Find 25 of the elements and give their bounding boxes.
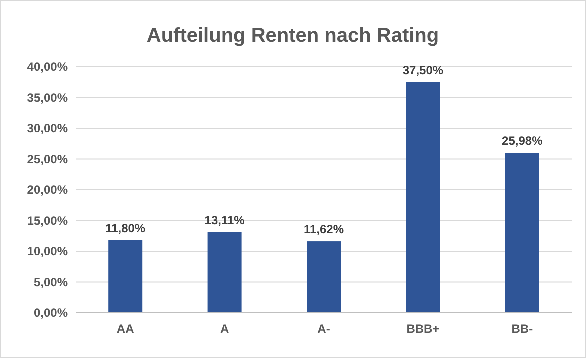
y-tick-label: 20,00% — [27, 183, 68, 198]
data-label: 11,62% — [304, 222, 344, 237]
y-tick-label: 30,00% — [27, 122, 68, 136]
bar — [208, 232, 242, 313]
data-label: 37,50% — [402, 63, 444, 78]
bar — [108, 240, 143, 313]
y-tick-label: 0,00% — [34, 306, 68, 320]
y-tick-label: 35,00% — [27, 90, 68, 105]
data-label: 13,11% — [204, 213, 246, 228]
x-tick-label: AA — [116, 322, 135, 336]
chart-title: Aufteilung Renten nach Rating — [146, 25, 440, 47]
bar — [307, 242, 341, 313]
y-tick-label: 5,00% — [34, 275, 68, 290]
data-label: 25,98% — [502, 134, 544, 148]
x-tick-label: A- — [318, 322, 330, 336]
x-tick-label: A — [220, 322, 230, 336]
y-tick-label: 40,00% — [27, 60, 68, 74]
data-label: 11,80% — [106, 221, 146, 236]
bar — [406, 82, 440, 313]
x-tick-label: BBB+ — [406, 322, 440, 336]
y-tick-label: 15,00% — [27, 214, 68, 228]
y-tick-label: 10,00% — [27, 244, 68, 259]
y-tick-label: 25,00% — [27, 152, 68, 166]
x-tick-label: BB- — [512, 322, 534, 336]
bar — [505, 153, 540, 313]
